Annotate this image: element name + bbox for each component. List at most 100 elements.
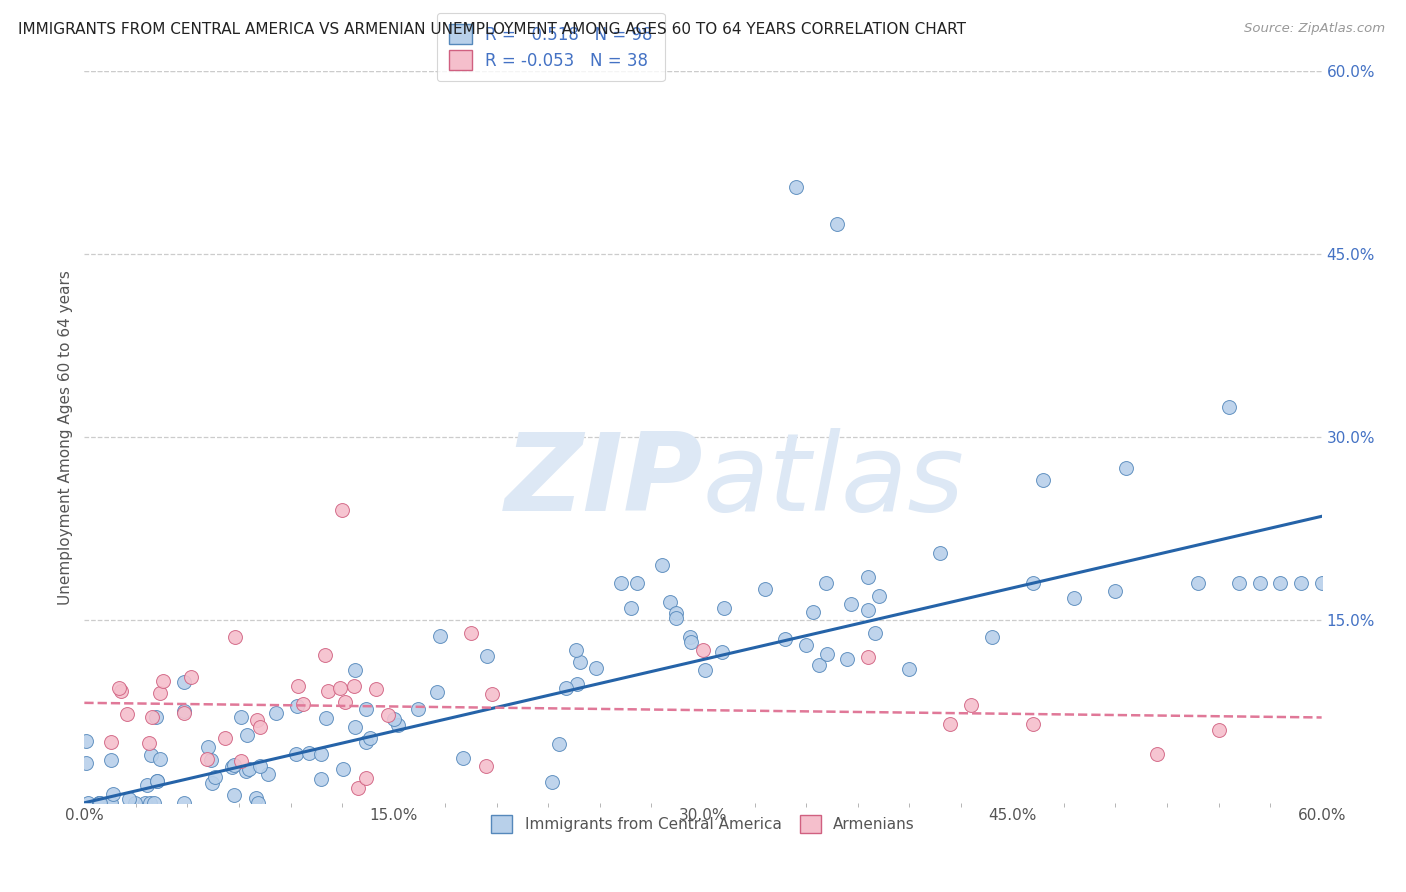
Point	[100, 735, 122, 749]
Point	[387, 718, 409, 732]
Point	[347, 781, 370, 796]
Point	[134, 796, 156, 810]
Point	[173, 706, 195, 721]
Point	[808, 657, 831, 672]
Point	[815, 648, 838, 662]
Point	[620, 600, 643, 615]
Point	[1032, 473, 1054, 487]
Point	[1187, 576, 1209, 591]
Point	[626, 576, 648, 591]
Point	[1115, 460, 1137, 475]
Point	[246, 796, 269, 810]
Point	[548, 737, 571, 751]
Point	[713, 600, 735, 615]
Point	[382, 712, 405, 726]
Point	[221, 760, 243, 774]
Point	[825, 217, 848, 231]
Point	[298, 746, 321, 760]
Point	[856, 649, 879, 664]
Point	[929, 546, 952, 560]
Point	[354, 771, 377, 785]
Text: Source: ZipAtlas.com: Source: ZipAtlas.com	[1244, 22, 1385, 36]
Point	[330, 503, 353, 517]
Point	[585, 660, 607, 674]
Point	[754, 582, 776, 597]
Point	[287, 679, 309, 693]
Point	[87, 796, 110, 810]
Point	[665, 611, 688, 625]
Point	[1227, 576, 1250, 591]
Point	[665, 606, 688, 620]
Point	[426, 684, 449, 698]
Point	[118, 792, 141, 806]
Point	[333, 695, 356, 709]
Point	[173, 704, 195, 718]
Point	[75, 734, 97, 748]
Point	[460, 625, 482, 640]
Point	[794, 638, 817, 652]
Point	[785, 180, 807, 194]
Point	[101, 787, 124, 801]
Point	[1249, 576, 1271, 591]
Point	[292, 697, 315, 711]
Point	[868, 589, 890, 603]
Point	[152, 674, 174, 689]
Point	[314, 648, 336, 663]
Point	[356, 702, 378, 716]
Point	[1218, 400, 1240, 414]
Point	[354, 734, 377, 748]
Point	[100, 796, 122, 810]
Point	[149, 686, 172, 700]
Point	[316, 683, 339, 698]
Point	[117, 706, 139, 721]
Point	[256, 767, 278, 781]
Point	[1022, 576, 1045, 591]
Point	[145, 710, 167, 724]
Point	[980, 630, 1002, 644]
Point	[814, 576, 837, 591]
Point	[195, 752, 218, 766]
Point	[173, 796, 195, 810]
Point	[651, 558, 673, 573]
Point	[222, 788, 245, 802]
Point	[863, 626, 886, 640]
Point	[555, 681, 578, 696]
Point	[138, 736, 160, 750]
Point	[108, 681, 131, 696]
Point	[329, 681, 352, 695]
Point	[475, 758, 498, 772]
Point	[224, 630, 246, 644]
Point	[100, 753, 122, 767]
Point	[149, 752, 172, 766]
Point	[1289, 576, 1312, 591]
Point	[710, 645, 733, 659]
Point	[569, 655, 592, 669]
Point	[141, 710, 163, 724]
Point	[124, 796, 146, 810]
Point	[856, 603, 879, 617]
Point	[100, 796, 122, 810]
Point	[245, 713, 267, 727]
Point	[567, 677, 589, 691]
Point	[377, 708, 399, 723]
Point	[1104, 584, 1126, 599]
Point	[110, 683, 132, 698]
Point	[659, 595, 682, 609]
Point	[841, 598, 863, 612]
Point	[245, 791, 267, 805]
Point	[311, 772, 333, 786]
Point	[960, 698, 983, 713]
Point	[173, 675, 195, 690]
Point	[180, 669, 202, 683]
Point	[309, 747, 332, 761]
Point	[775, 632, 797, 647]
Point	[145, 773, 167, 788]
Point	[695, 663, 717, 677]
Point	[197, 739, 219, 754]
Legend: Immigrants from Central America, Armenians: Immigrants from Central America, Armenia…	[485, 809, 921, 839]
Point	[481, 687, 503, 701]
Point	[142, 796, 165, 810]
Point	[475, 648, 498, 663]
Point	[285, 698, 308, 713]
Point	[1310, 576, 1333, 591]
